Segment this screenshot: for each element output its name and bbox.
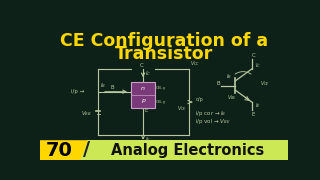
Text: n: n bbox=[141, 87, 145, 91]
Text: C: C bbox=[251, 53, 255, 58]
Text: i/p vol → $V_{BE}$: i/p vol → $V_{BE}$ bbox=[195, 117, 231, 126]
Text: $V_{BE}$: $V_{BE}$ bbox=[227, 93, 236, 102]
Text: /: / bbox=[83, 140, 90, 159]
Text: Transistor: Transistor bbox=[115, 45, 213, 63]
Text: o/p: o/p bbox=[196, 97, 204, 102]
Text: p: p bbox=[141, 98, 145, 103]
Text: Analog Electronics: Analog Electronics bbox=[111, 143, 264, 158]
Text: $V_{CE}$: $V_{CE}$ bbox=[177, 104, 187, 113]
Polygon shape bbox=[79, 140, 288, 160]
Text: 70: 70 bbox=[46, 141, 73, 160]
Text: B: B bbox=[110, 85, 114, 90]
Text: $V_{CC}$: $V_{CC}$ bbox=[190, 59, 200, 68]
Text: CB-γ: CB-γ bbox=[156, 86, 166, 90]
Text: E: E bbox=[145, 108, 148, 113]
Text: $I_C$: $I_C$ bbox=[145, 69, 151, 78]
Text: CB-γ: CB-γ bbox=[156, 100, 166, 104]
Text: C: C bbox=[140, 63, 143, 68]
Text: $I_B$: $I_B$ bbox=[226, 72, 232, 81]
Text: $I_B$: $I_B$ bbox=[100, 81, 107, 90]
Text: E: E bbox=[252, 112, 255, 117]
Bar bbox=[40, 140, 288, 160]
Text: $V_{CE}$: $V_{CE}$ bbox=[260, 80, 270, 88]
Text: i/p cor → $I_B$: i/p cor → $I_B$ bbox=[195, 109, 227, 118]
Text: $I_E$: $I_E$ bbox=[145, 135, 151, 144]
Text: $V_{BB}$: $V_{BB}$ bbox=[82, 109, 92, 118]
Text: $I_E$: $I_E$ bbox=[255, 101, 260, 110]
Bar bbox=[132, 82, 155, 108]
Text: CE Configuration of a: CE Configuration of a bbox=[60, 32, 268, 50]
Text: i/p →: i/p → bbox=[71, 89, 84, 94]
Text: $I_C$: $I_C$ bbox=[255, 61, 261, 70]
Text: B: B bbox=[216, 82, 220, 86]
Polygon shape bbox=[40, 140, 88, 160]
